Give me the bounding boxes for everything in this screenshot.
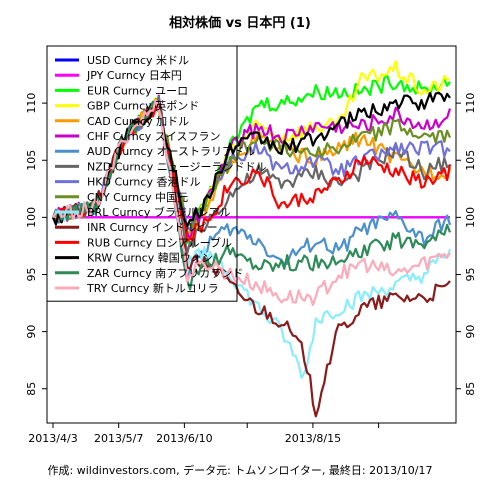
- series-line: [52, 98, 451, 307]
- series-line: [51, 91, 451, 228]
- legend-label: INR Curncy インドルピー: [87, 221, 218, 234]
- legend-label: RUB Curncy ロシアルーブル: [87, 235, 232, 249]
- legend-label: JPY Curncy 日本円: [86, 68, 182, 82]
- chart-footer: 作成: wildinvestors.com, データ元: トムソンロイター, 最…: [48, 463, 433, 477]
- legend-label: HKD Curncy 香港ドル: [87, 176, 200, 189]
- legend-label: KRW Curncy 韓国ウォン: [87, 252, 213, 265]
- legend-label: EUR Curncy ユーロ: [87, 84, 188, 97]
- y-tick-label-left: 85: [25, 382, 38, 396]
- chart-title: 相対株価 vs 日本円 (1): [169, 15, 311, 31]
- legend-label: BRL Curncy ブラジルレアル: [87, 205, 231, 219]
- axis-layer: 85 85 90 90 95 95 100 100 105 105 110 110 2013/4/3 20…: [25, 93, 477, 445]
- legend-label: TRY Curncy 新トルコリラ: [86, 281, 219, 295]
- legend-label: ZAR Curncy 南アフリカランド: [87, 267, 243, 280]
- y-tick-label-left: 95: [25, 267, 38, 281]
- y-tick-label-left: 105: [25, 150, 38, 171]
- y-tick-label-right: 95: [464, 267, 477, 281]
- y-tick-label-left: 90: [25, 325, 38, 339]
- y-tick-label-left: 110: [25, 93, 38, 114]
- y-tick-label-right: 100: [464, 207, 477, 228]
- y-tick-label-left: 100: [25, 207, 38, 228]
- legend-label: GBP Curncy 英ポンド: [87, 99, 199, 113]
- legend-label: CHF Curncy スイスフラン: [87, 130, 220, 143]
- legend-label: AUD Curncy オーストラリアドル: [87, 145, 255, 158]
- legend-label: NZD Curncy ニュージーランドドル: [87, 160, 267, 173]
- x-tick-label: 2013/4/3: [28, 432, 77, 445]
- x-tick-label: 2013/6/10: [156, 432, 212, 445]
- y-tick-label-right: 105: [464, 150, 477, 171]
- y-tick-label-right: 90: [464, 325, 477, 339]
- legend-label: USD Curncy 米ドル: [87, 54, 189, 67]
- series-layer: [51, 60, 452, 418]
- legend-label: CNY Curncy 中国元: [87, 191, 188, 204]
- x-tick-label: 2013/5/7: [94, 432, 143, 445]
- y-tick-label-right: 110: [464, 93, 477, 114]
- x-tick-label: 2013/8/15: [285, 432, 341, 445]
- legend-label: CAD Curncy 加ドル: [87, 115, 189, 128]
- y-tick-label-right: 85: [464, 382, 477, 396]
- legend-box: [46, 45, 238, 302]
